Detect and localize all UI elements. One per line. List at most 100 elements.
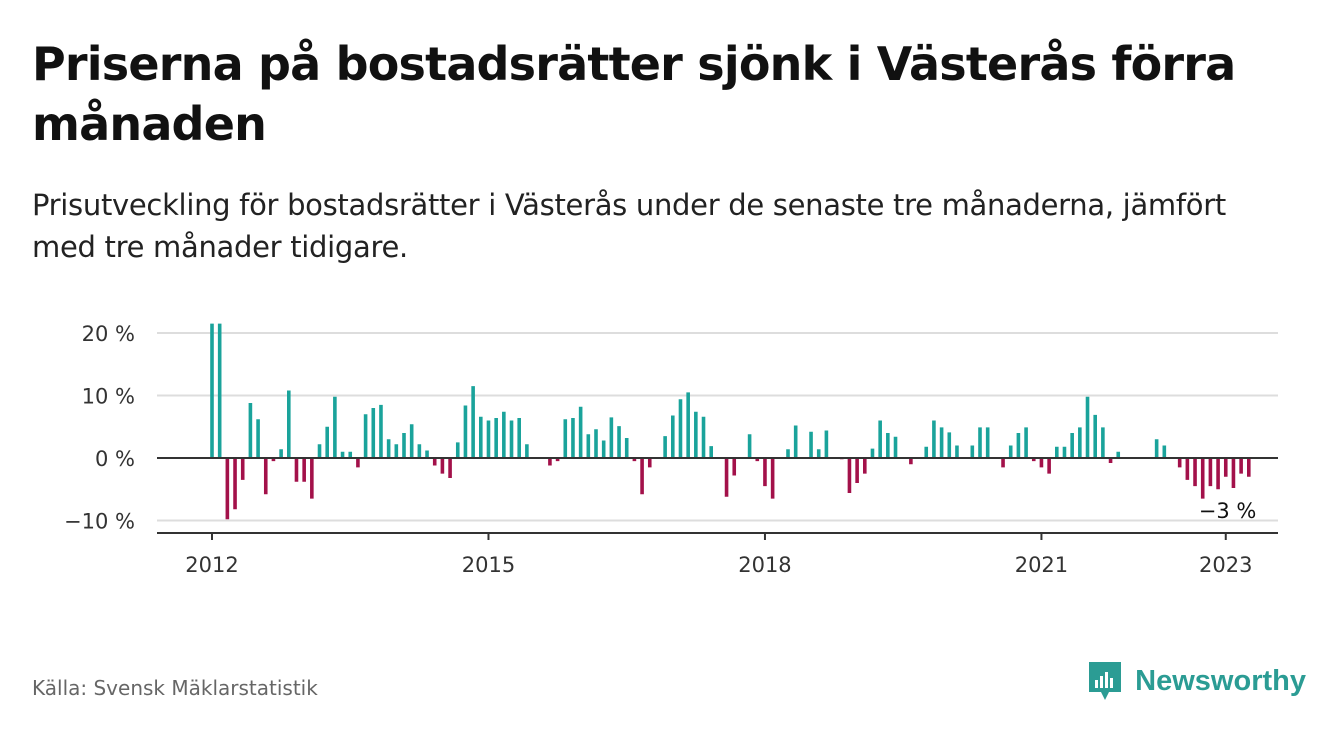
bar — [356, 458, 360, 468]
bar — [325, 426, 329, 458]
axes — [157, 457, 1278, 540]
bar — [1101, 427, 1105, 459]
bar — [601, 440, 606, 458]
bar — [425, 450, 429, 458]
bar — [985, 427, 990, 459]
bar — [1108, 458, 1113, 463]
bar — [793, 425, 798, 458]
bar — [1055, 446, 1059, 458]
bar — [371, 408, 376, 458]
bar — [663, 436, 667, 459]
bar — [525, 444, 529, 458]
bar — [909, 458, 913, 465]
bar — [210, 323, 214, 459]
bar — [394, 444, 399, 458]
bar — [402, 433, 406, 458]
bar — [609, 417, 614, 459]
bar — [302, 458, 306, 482]
bar — [1154, 439, 1159, 458]
bar — [217, 323, 222, 459]
bar — [855, 458, 859, 483]
bar — [279, 449, 283, 458]
bar — [517, 418, 521, 458]
bar — [310, 458, 314, 499]
brand-logo: Newsworthy — [1087, 660, 1306, 702]
bar — [632, 458, 637, 462]
bar — [640, 458, 644, 495]
bar — [671, 415, 675, 458]
chart-title: Priserna på bostadsrätter sjönk i Väster… — [32, 37, 1236, 151]
bars — [210, 323, 1251, 520]
bar — [287, 390, 291, 458]
y-axis-labels: 20 % 10 % 0 % −10 % — [64, 322, 135, 534]
bar — [263, 458, 268, 495]
bar — [1085, 396, 1090, 458]
bar — [924, 446, 929, 458]
bar — [432, 458, 437, 466]
bar — [1162, 445, 1167, 458]
latest-value-annotation: −3 % — [1199, 499, 1257, 523]
x-axis-labels: 2012 2015 2018 2021 2023 — [185, 553, 1252, 577]
bar — [417, 444, 422, 458]
bar — [932, 420, 936, 458]
bar — [878, 420, 882, 458]
bar — [548, 458, 552, 466]
bar — [1016, 433, 1021, 458]
bar — [317, 444, 322, 458]
bar — [586, 434, 591, 458]
bar — [594, 429, 598, 458]
bar — [1223, 458, 1228, 477]
bar — [763, 458, 767, 487]
bar-chart: 20 % 10 % 0 % −10 % 2012 2015 2018 2021 2023 −3… — [64, 322, 1278, 577]
y-tick-label: 10 % — [82, 385, 135, 409]
bar — [340, 451, 345, 458]
bar — [1093, 414, 1097, 459]
bar — [256, 419, 260, 458]
bar — [571, 418, 575, 458]
bar — [709, 446, 713, 459]
bar — [624, 438, 629, 458]
bar — [386, 439, 391, 458]
y-tick-label: 20 % — [82, 322, 135, 346]
newsworthy-logo-icon — [1089, 662, 1122, 700]
bar — [409, 424, 414, 458]
bar — [786, 449, 790, 458]
bar — [1001, 458, 1005, 468]
bar — [333, 396, 337, 458]
bar — [240, 458, 245, 480]
bar — [248, 403, 253, 458]
y-tick-label: 0 % — [95, 447, 135, 471]
bar — [471, 386, 475, 459]
bar — [578, 406, 583, 458]
bar — [463, 405, 468, 458]
bar — [455, 442, 460, 459]
bar — [494, 418, 498, 458]
bar — [1208, 458, 1213, 487]
bar — [1116, 451, 1121, 458]
bar — [747, 434, 752, 458]
x-tick-label: 2012 — [185, 553, 238, 577]
bar — [479, 416, 483, 458]
bar — [617, 426, 621, 458]
bar — [563, 419, 568, 458]
x-tick-label: 2015 — [462, 553, 515, 577]
y-tick-label: −10 % — [64, 510, 135, 534]
bar — [271, 458, 276, 462]
bar — [486, 420, 491, 458]
bar — [379, 404, 383, 459]
bar — [947, 432, 952, 458]
x-tick-label: 2023 — [1199, 553, 1252, 577]
bar — [1177, 458, 1182, 468]
bar — [755, 458, 760, 462]
bar — [955, 445, 959, 458]
gridlines — [157, 332, 1278, 522]
bar — [1247, 458, 1251, 477]
bar — [1039, 458, 1044, 468]
bar — [678, 399, 683, 458]
brand-name: Newsworthy — [1135, 664, 1306, 697]
bar — [502, 411, 506, 458]
bar — [1216, 458, 1220, 490]
bar — [448, 458, 452, 478]
bar — [770, 458, 775, 499]
bar — [686, 392, 690, 459]
